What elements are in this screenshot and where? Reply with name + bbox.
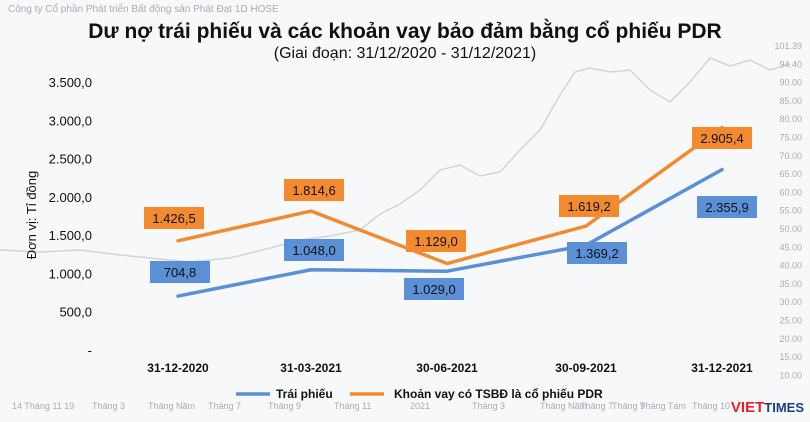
data-label: 1.369,2 [575, 246, 618, 261]
y-axis-title: Đơn vị: Tỉ đồng [24, 171, 39, 260]
data-label: 704,8 [164, 265, 197, 280]
bg-price-label: 85.00 [779, 96, 802, 106]
bg-time-label: Tháng Năm [540, 401, 587, 411]
bg-price-label: 10.00 [779, 370, 802, 380]
bg-price-label: 50.00 [779, 224, 802, 234]
viettimes-logo: VIETTIMES [730, 399, 804, 416]
data-label: 1.619,2 [567, 199, 610, 214]
bg-price-label: 15.00 [779, 352, 802, 362]
bg-company-text: Công ty Cổ phần Phát triển Bất động sản … [8, 4, 279, 15]
legend-label: Khoản vay có TSBĐ là cổ phiếu PDR [394, 387, 603, 401]
x-tick-label: 31-03-2021 [280, 361, 342, 375]
y-tick-label: - [88, 343, 92, 358]
series-line-2 [176, 125, 724, 266]
bg-price-label: 40.00 [779, 261, 802, 271]
bg-price-label: 101.39 [774, 41, 802, 51]
data-label-box [406, 230, 466, 252]
y-tick-label: 2.500,0 [49, 152, 92, 167]
legend-label: Trái phiếu [276, 387, 333, 401]
bg-time-label: Tháng Năm [148, 401, 195, 411]
bg-time-label: Tháng 7 [208, 401, 241, 411]
bg-time-label: Tháng 9 [268, 401, 301, 411]
bg-price-label: 30.00 [779, 297, 802, 307]
x-tick-label: 31-12-2020 [147, 361, 209, 375]
chart-subtitle: (Giai đoạn: 31/12/2020 - 31/12/2021) [273, 45, 537, 62]
series-line-1 [176, 167, 724, 298]
bg-price-label: 80.00 [779, 114, 802, 124]
bg-time-label: Tháng 9 [612, 401, 645, 411]
data-label-box [697, 196, 757, 218]
bg-time-label: 14 Tháng 11 19 [12, 401, 74, 411]
bg-time-label: Tháng 11 [334, 401, 371, 411]
bg-time-label: Tháng Tám [640, 401, 686, 411]
data-label: 1.426,5 [152, 211, 195, 226]
data-label: 1.129,0 [414, 234, 457, 249]
data-label-box [284, 239, 344, 261]
data-label: 1.048,0 [292, 243, 335, 258]
data-label: 2.905,4 [700, 131, 743, 146]
chart-title: Dư nợ trái phiếu và các khoản vay bảo đả… [88, 20, 722, 43]
bg-price-label: 45.00 [779, 242, 802, 252]
bg-time-label: Tháng 10 [692, 401, 730, 411]
background-stock-line [0, 57, 791, 263]
data-label-box [559, 195, 619, 217]
x-tick-label: 31-12-2021 [691, 361, 753, 375]
bg-time-label: Tháng 3 [92, 401, 125, 411]
y-tick-label: 3.500,0 [49, 75, 92, 90]
x-tick-label: 30-09-2021 [555, 361, 617, 375]
data-label-box [692, 127, 752, 149]
bg-price-label: 70.00 [779, 151, 802, 161]
data-label: 1.029,0 [412, 282, 455, 297]
data-label: 2.355,9 [705, 200, 748, 215]
y-tick-label: 1.500,0 [49, 228, 92, 243]
bg-price-label: 60.00 [779, 187, 802, 197]
data-label-box [567, 242, 627, 264]
data-label: 1.814,6 [292, 183, 335, 198]
bg-price-label: 20.00 [779, 334, 802, 344]
bg-time-label: Tháng 7 [580, 401, 613, 411]
bg-price-label: 25.00 [779, 316, 802, 326]
x-tick-label: 30-06-2021 [416, 361, 478, 375]
bg-price-label: 94.40 [779, 59, 802, 69]
bg-price-label: 65.00 [779, 169, 802, 179]
data-label-box [404, 278, 464, 300]
data-label-box [150, 261, 210, 283]
bg-price-label: 55.00 [779, 206, 802, 216]
y-tick-label: 1.000,0 [49, 266, 92, 281]
bg-time-label: 2021 [410, 401, 430, 411]
y-tick-label: 3.000,0 [49, 113, 92, 128]
bg-price-label: 75.00 [779, 133, 802, 143]
bg-price-label: 90.00 [779, 78, 802, 88]
bg-price-label: 35.00 [779, 279, 802, 289]
data-label-box [284, 179, 344, 201]
data-label-box [144, 207, 204, 229]
y-tick-label: 500,0 [59, 305, 92, 320]
bg-time-label: Tháng 3 [472, 401, 505, 411]
y-tick-label: 2.000,0 [49, 190, 92, 205]
